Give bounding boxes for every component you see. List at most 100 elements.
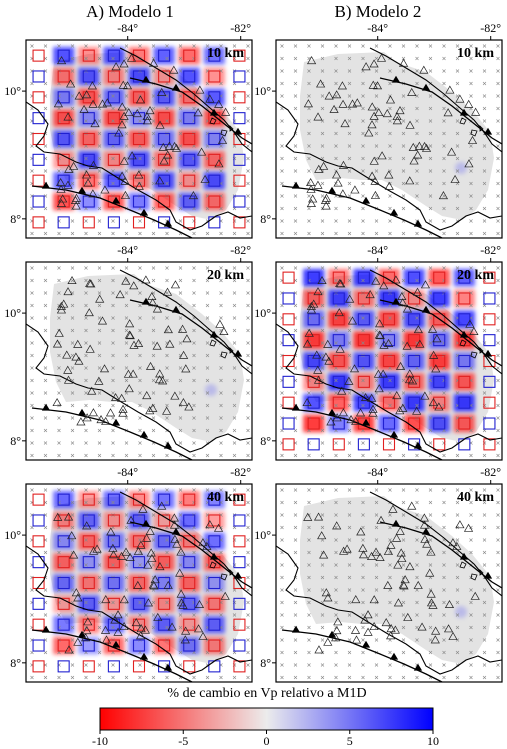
pacific-coastline <box>276 101 502 231</box>
station-triangle <box>332 626 342 635</box>
checker-box <box>357 271 370 284</box>
station-triangle <box>129 340 139 349</box>
station-triangle <box>375 552 385 561</box>
checker-box <box>382 438 396 451</box>
station-triangle <box>430 635 440 644</box>
station-triangle <box>338 189 348 198</box>
lon-tick-label: -82° <box>230 465 251 479</box>
map-panel-A-40: -84° -82° 10° 8° 40 km <box>4 465 253 683</box>
station-triangle <box>66 79 76 88</box>
stations <box>303 53 481 210</box>
velocity-anomaly-cell <box>328 393 350 412</box>
fault-barb <box>483 127 493 135</box>
checker-box <box>158 493 171 506</box>
station-triangle <box>376 515 386 524</box>
station-triangle <box>326 417 336 426</box>
station-triangle <box>101 595 111 604</box>
station-triangle <box>346 415 356 424</box>
fault-barb <box>413 219 423 227</box>
fault-barb <box>413 441 423 449</box>
station-triangle <box>397 291 407 301</box>
checker-box <box>208 70 221 83</box>
fault-barb <box>391 75 401 83</box>
station-triangle <box>142 111 152 121</box>
velocity-anomaly-cell <box>453 310 475 329</box>
station-triangle <box>83 178 93 187</box>
station-triangle <box>127 151 137 160</box>
checker-box <box>208 174 221 187</box>
velocity-anomaly-cell <box>53 192 75 211</box>
station-triangle <box>306 301 316 310</box>
resolved-area <box>50 274 244 442</box>
checker-box <box>208 153 221 166</box>
checker-box <box>57 216 70 229</box>
station-triangle <box>158 376 168 385</box>
fault-barb <box>483 349 493 357</box>
panel-frame <box>275 39 503 239</box>
station-triangle <box>178 600 188 609</box>
station-triangle <box>154 375 165 384</box>
station-triangle <box>133 546 144 555</box>
station-triangle <box>71 352 81 361</box>
checker-box <box>82 493 95 506</box>
station-triangle <box>85 278 95 288</box>
station-triangle <box>377 151 387 160</box>
station-triangle <box>340 119 350 128</box>
station-triangle <box>142 116 152 125</box>
checker-box <box>183 195 196 208</box>
panel-frame <box>275 483 503 683</box>
station-triangle <box>332 521 342 530</box>
checker-box <box>132 70 146 83</box>
station-triangle <box>125 319 135 328</box>
north-panama-deformed-belt <box>129 521 252 589</box>
fault-barb <box>141 75 151 83</box>
station-triangle <box>117 120 127 129</box>
station-triangle <box>333 178 343 187</box>
column-title-a: A) Modelo 1 <box>86 2 174 21</box>
station-triangle <box>145 406 155 415</box>
station-triangle <box>403 612 413 621</box>
station-triangle <box>181 364 191 373</box>
checker-box <box>183 91 196 104</box>
checker-box <box>307 438 320 451</box>
checker-box <box>307 334 320 347</box>
station-triangle <box>393 598 404 607</box>
checker-box <box>32 597 45 610</box>
station-triangle <box>113 627 123 636</box>
station-triangle <box>126 515 136 524</box>
checker-box <box>82 535 95 548</box>
station-triangle <box>324 91 334 100</box>
velocity-anomaly-cell <box>203 171 225 190</box>
station-triangle <box>56 301 66 310</box>
fault-barb <box>391 519 401 527</box>
station-triangle <box>369 156 379 165</box>
checker-box <box>282 417 295 430</box>
station-triangle <box>56 305 67 314</box>
station-triangle <box>386 540 396 549</box>
pacific-coastline <box>26 101 252 231</box>
depth-label: 40 km <box>457 490 494 505</box>
checker-box <box>307 375 320 388</box>
station-triangle <box>215 319 225 328</box>
fault-barb <box>459 108 469 116</box>
velocity-anomaly-cell <box>53 130 75 148</box>
station-triangle <box>63 512 74 521</box>
station-triangle <box>70 195 81 204</box>
station-triangle <box>125 552 135 561</box>
velocity-anomaly-cell <box>78 511 100 530</box>
station-triangle <box>379 281 389 290</box>
station-triangle <box>184 402 194 411</box>
station-triangle <box>101 635 112 644</box>
checker-box <box>382 313 396 326</box>
station-triangle <box>169 141 180 150</box>
colorbar-tick-label: 5 <box>347 734 353 748</box>
checker-box <box>357 334 370 347</box>
checker-box <box>382 271 396 284</box>
station-triangle <box>73 637 83 646</box>
lat-tick-label: 8° <box>260 434 271 448</box>
station-triangle <box>384 170 394 179</box>
station-triangle <box>399 581 409 590</box>
panel-frame <box>25 483 253 683</box>
fault-barb <box>111 418 121 426</box>
